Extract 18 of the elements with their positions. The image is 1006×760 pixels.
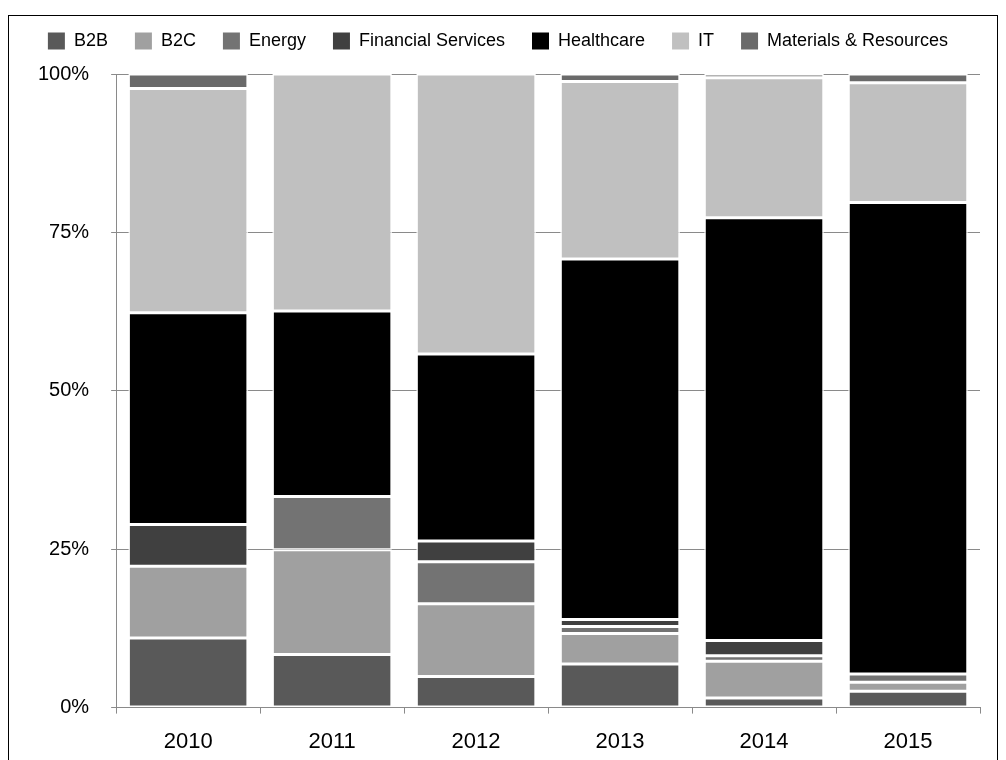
legend-label: IT	[698, 29, 715, 50]
y-tick-label: 100%	[38, 61, 90, 84]
x-tick-label: 2013	[595, 727, 645, 753]
x-tick-label: 2010	[163, 727, 213, 753]
x-tick-label: 2011	[308, 727, 356, 753]
legend-label: Materials & Resources	[767, 29, 949, 50]
y-tick-label: 50%	[49, 378, 90, 401]
legend-label: Financial Services	[358, 29, 506, 50]
x-tick-label: 2015	[883, 727, 933, 753]
legend-label: Healthcare	[558, 29, 646, 50]
legend-label: Energy	[248, 29, 306, 50]
y-tick-label: 25%	[49, 536, 90, 559]
y-tick-label: 75%	[49, 219, 90, 242]
y-tick-label: 0%	[60, 695, 90, 718]
x-tick-label: 2012	[451, 727, 501, 753]
legend-label: B2C	[160, 29, 196, 50]
x-tick-label: 2014	[739, 727, 789, 753]
legend-label: B2B	[73, 29, 108, 50]
